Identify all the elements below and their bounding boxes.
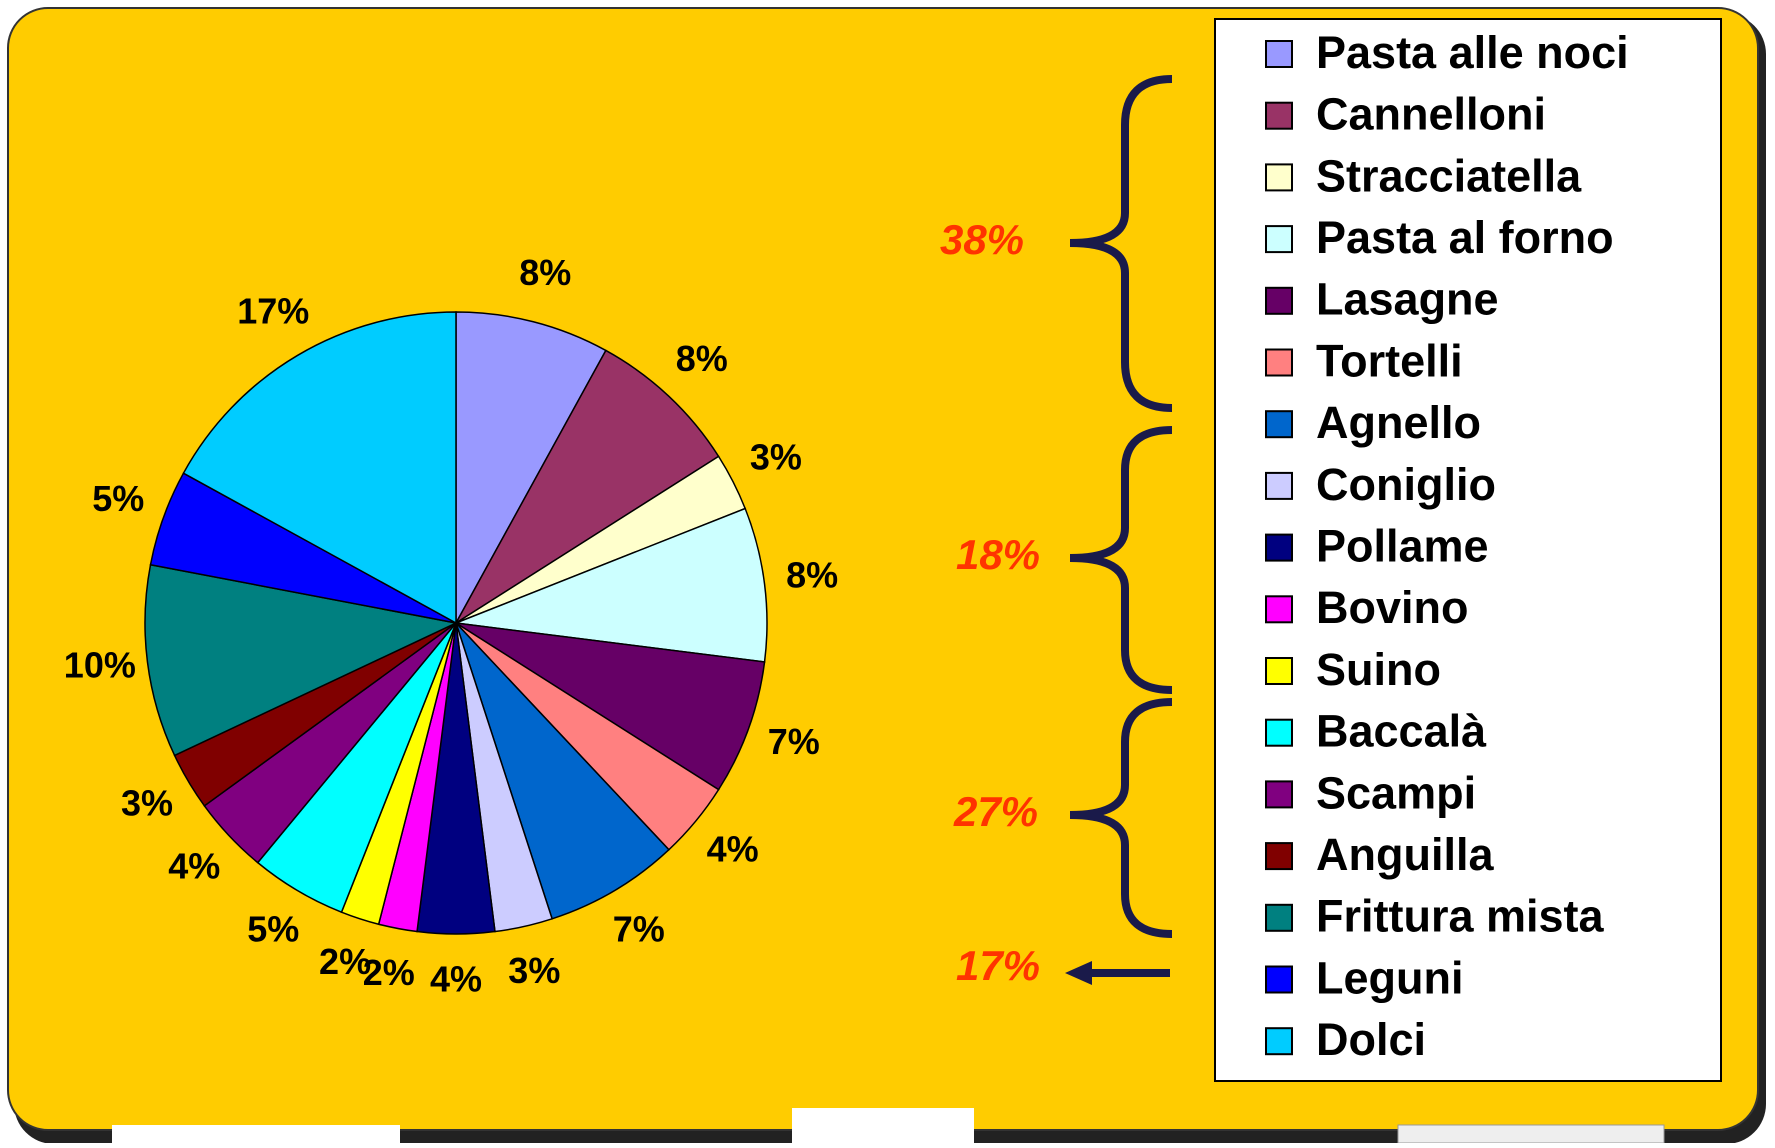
legend-swatch	[1265, 780, 1293, 809]
legend-swatch	[1265, 533, 1293, 562]
brace	[1069, 698, 1173, 938]
slice-label: 7%	[613, 909, 665, 950]
legend-swatch	[1265, 410, 1293, 439]
legend-label: Anguilla	[1316, 829, 1494, 880]
slice-label: 8%	[786, 555, 838, 596]
pie-slice	[455, 349, 720, 624]
slice-label: 4%	[168, 845, 220, 886]
group-annotation: 17%	[956, 942, 1040, 989]
group-annotation: 38%	[940, 216, 1024, 263]
logo	[112, 1125, 400, 1143]
slice-label: 7%	[768, 721, 820, 762]
legend-label: Baccalà	[1316, 706, 1487, 757]
legend-swatch	[1265, 657, 1293, 685]
legend-label: Pasta al forno	[1316, 212, 1614, 263]
legend-label: Pollame	[1316, 520, 1489, 571]
legend-swatch	[1265, 842, 1293, 871]
legend-swatch	[1265, 163, 1293, 192]
legend-label: Coniglio	[1316, 459, 1496, 510]
pie-slice	[182, 311, 457, 625]
legend-swatch	[1265, 1027, 1293, 1056]
legend-label: Frittura mista	[1316, 891, 1605, 942]
slice-label: 8%	[519, 252, 571, 293]
legend-label: Scampi	[1316, 767, 1476, 818]
slice-label: 5%	[92, 478, 144, 519]
legend-label: Stracciatella	[1316, 150, 1582, 201]
legend-swatch	[1265, 348, 1293, 377]
group-annotation: 18%	[956, 531, 1040, 578]
legend-swatch	[1265, 595, 1293, 624]
braces	[1069, 75, 1173, 977]
legend-swatch	[1265, 40, 1293, 68]
legend-label: Pasta alle noci	[1316, 27, 1629, 78]
brace	[1069, 426, 1173, 694]
legend-label: Suino	[1316, 644, 1441, 695]
legend-swatch	[1265, 471, 1293, 500]
slice-label: 4%	[430, 959, 482, 1000]
legend-label: Tortelli	[1316, 335, 1463, 386]
legend-label: Leguni	[1316, 952, 1463, 1003]
legend-swatch	[1265, 225, 1293, 254]
legend-label: Dolci	[1316, 1014, 1426, 1065]
legend-swatch	[1265, 101, 1293, 130]
legend-label: Lasagne	[1316, 274, 1499, 325]
slice-label: 4%	[707, 828, 759, 869]
legend-swatch	[1265, 903, 1293, 932]
legend-label: Agnello	[1316, 397, 1481, 448]
pie-slice	[455, 622, 670, 920]
pie-slice	[455, 622, 766, 791]
slice-label: 10%	[64, 645, 136, 686]
arrow-head	[1065, 961, 1092, 985]
legend-box	[1214, 18, 1722, 1082]
legend-swatch	[1265, 965, 1293, 994]
pie-slice	[455, 507, 768, 663]
legend-label: Cannelloni	[1316, 89, 1546, 140]
slice-label: 3%	[121, 782, 173, 823]
slice-label: 2%	[319, 941, 371, 982]
legend-swatch	[1265, 718, 1293, 747]
pie-slice	[144, 563, 459, 757]
legend-label: Bovino	[1316, 582, 1469, 633]
logo	[1397, 1124, 1665, 1144]
pie-slice	[455, 311, 607, 624]
slice-label: 3%	[508, 950, 560, 991]
slice-label: 5%	[247, 909, 299, 950]
slice-label: 2%	[363, 952, 415, 993]
logo	[792, 1108, 974, 1143]
legend-swatch	[1265, 286, 1293, 315]
brace	[1069, 75, 1173, 412]
group-annotation: 27%	[953, 788, 1038, 835]
slice-label: 17%	[237, 291, 309, 332]
slice-label: 8%	[676, 338, 728, 379]
slice-label: 3%	[750, 437, 802, 478]
